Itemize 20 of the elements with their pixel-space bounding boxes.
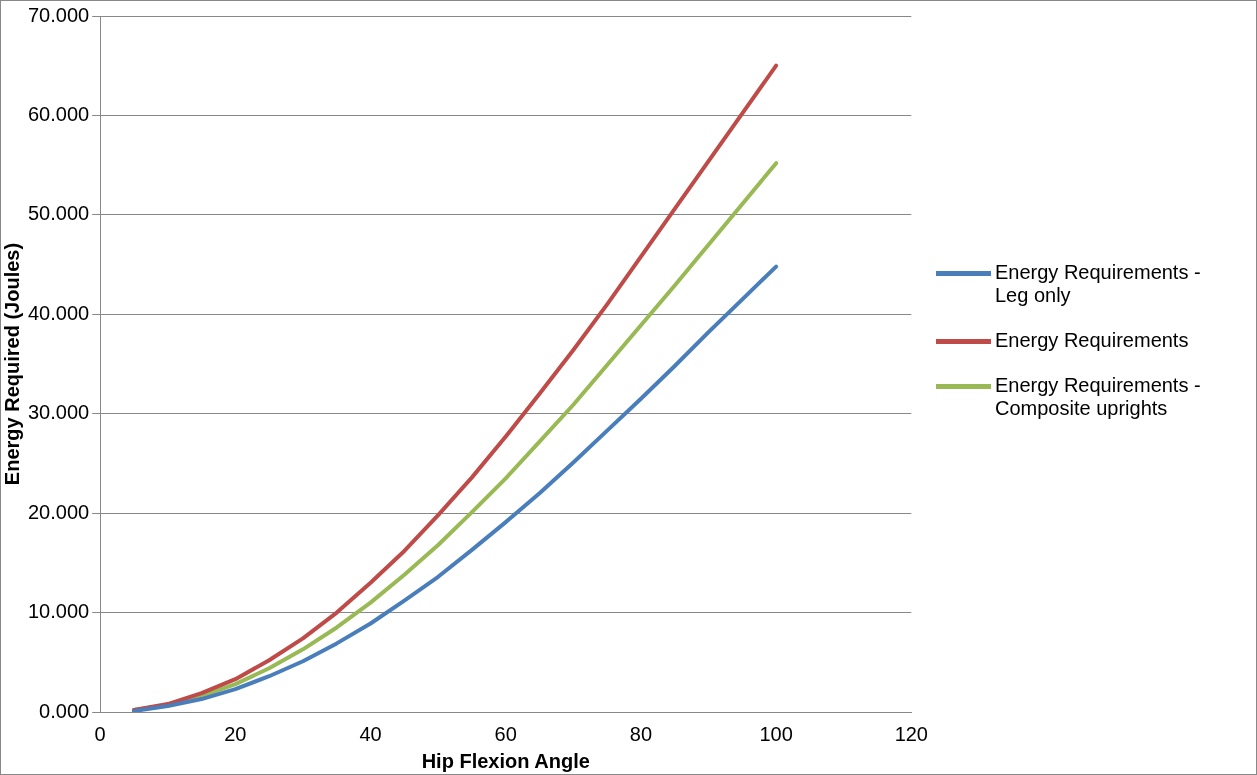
x-tick-label: 0 [94, 722, 106, 745]
x-tick-label: 120 [894, 722, 928, 745]
legend-label: Energy Requirements - Leg only [995, 261, 1202, 307]
y-tick-label: 50.000 [28, 202, 90, 225]
x-tick-label: 20 [224, 722, 247, 745]
y-tick-label: 60.000 [28, 102, 90, 125]
x-tick-label: 100 [759, 722, 793, 745]
y-tick-label: 40.000 [28, 301, 90, 324]
x-tick-label: 60 [494, 722, 517, 745]
y-tick-label: 10.000 [28, 600, 90, 623]
legend-label: Energy Requirements [995, 329, 1189, 352]
legend-label: Energy Requirements - Composite uprights [995, 374, 1202, 420]
x-tick-label: 40 [359, 722, 382, 745]
y-tick-label: 70.000 [28, 3, 90, 26]
y-tick-label: 20.000 [28, 500, 90, 523]
y-axis-title: Energy Required (Joules) [0, 242, 23, 486]
x-axis-title: Hip Flexion Angle [421, 749, 590, 772]
y-tick-label: 0.000 [39, 699, 90, 722]
x-tick-label: 80 [629, 722, 653, 745]
y-tick-label: 30.000 [28, 401, 90, 424]
